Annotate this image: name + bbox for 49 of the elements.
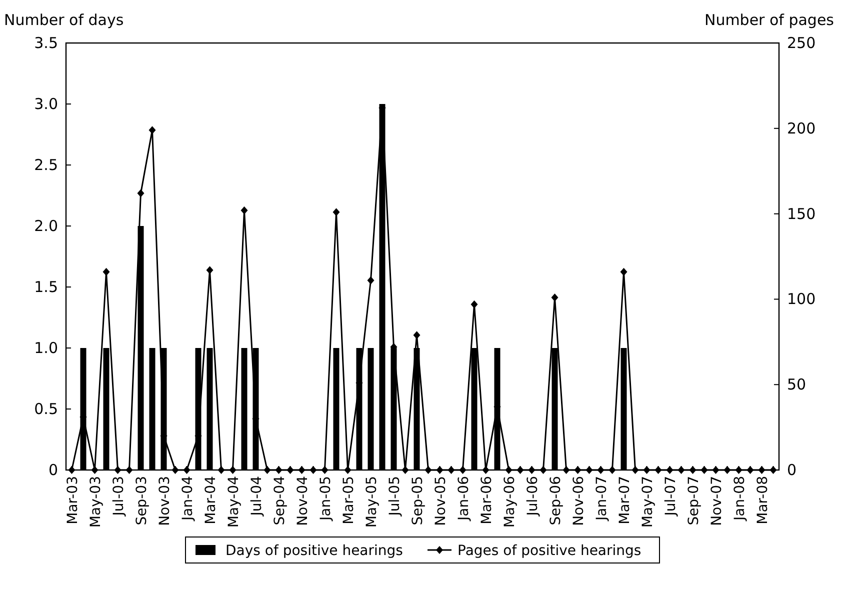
- x-tick-label: Nov-05: [432, 476, 449, 526]
- x-tick-label: Mar-04: [202, 476, 219, 524]
- x-tick-label: Jul-05: [386, 476, 403, 517]
- y-tick-label: 3.0: [34, 95, 58, 113]
- y-tick-label: 1.0: [34, 339, 58, 357]
- y-tick-label: 0: [48, 461, 58, 479]
- x-tick-label: Mar-07: [616, 476, 633, 524]
- x-tick-label: Jul-03: [110, 476, 127, 517]
- x-tick-label: May-06: [502, 476, 518, 528]
- x-tick-label: May-03: [88, 476, 104, 528]
- x-tick-label: Nov-04: [294, 476, 311, 526]
- x-tick-label: Nov-06: [570, 476, 587, 526]
- x-tick-label: Mar-05: [340, 476, 357, 524]
- x-tick-label: Nov-07: [708, 476, 725, 526]
- x-tick-label: Sep-05: [410, 476, 426, 526]
- x-tick-label: May-07: [640, 476, 656, 528]
- x-tick-label: Jul-07: [662, 476, 679, 517]
- legend-label: Pages of positive hearings: [458, 543, 642, 559]
- x-tick-label: Jan-04: [180, 476, 196, 522]
- x-tick-label: Nov-03: [156, 476, 173, 526]
- x-tick-label: May-05: [364, 476, 380, 528]
- x-tick-label: Jul-04: [248, 476, 265, 517]
- y2-tick-label: 100: [787, 290, 816, 308]
- y-tick-label: 2.0: [34, 217, 58, 235]
- x-tick-label: May-04: [226, 476, 242, 528]
- x-tick-label: Mar-03: [64, 476, 81, 524]
- y-tick-label: 0.5: [34, 400, 58, 418]
- y-tick-label: 3.5: [34, 34, 58, 52]
- x-tick-label: Sep-03: [134, 476, 150, 526]
- x-tick-label: Jan-05: [318, 476, 334, 522]
- y-tick-label: 2.5: [34, 156, 58, 174]
- y-tick-label: 1.5: [34, 278, 58, 296]
- x-tick-label: Jan-06: [456, 476, 472, 522]
- x-tick-label: Jan-07: [594, 476, 610, 522]
- y2-tick-label: 150: [787, 204, 816, 223]
- x-tick-label: Sep-04: [272, 476, 288, 526]
- x-tick-label: Jul-06: [524, 476, 541, 517]
- legend-label: Days of positive hearings: [226, 543, 403, 559]
- y2-axis-title: Number of pages: [704, 11, 834, 29]
- x-tick-label: Sep-06: [548, 476, 564, 526]
- y2-tick-label: 50: [787, 376, 806, 394]
- x-tick-label: Mar-06: [478, 476, 495, 524]
- y2-tick-label: 200: [787, 119, 816, 138]
- y-axis-title: Number of days: [4, 11, 124, 29]
- y2-tick-label: 0: [787, 461, 797, 479]
- x-tick-label: Mar-08: [754, 476, 771, 524]
- x-tick-label: Jan-08: [732, 476, 748, 522]
- y2-tick-label: 250: [787, 34, 816, 52]
- x-tick-label: Sep-07: [686, 476, 702, 526]
